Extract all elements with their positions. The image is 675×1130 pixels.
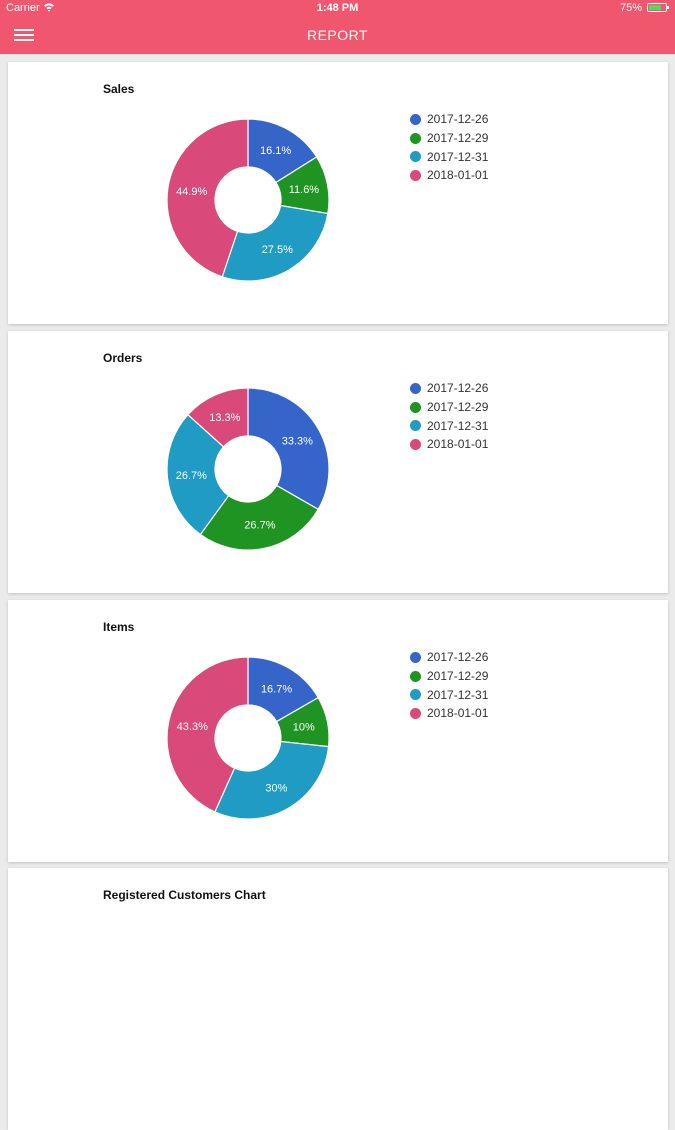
donut-slice-2017-12-31: [214, 740, 330, 820]
legend-swatch: [410, 151, 421, 163]
legend-item: 2017-12-29: [410, 667, 488, 686]
legend-label: 2017-12-31: [427, 418, 489, 433]
legend-swatch: [410, 438, 421, 450]
legend-label: 2017-12-31: [427, 687, 489, 702]
items-chart-card: Items 16.7% 10% 30% 43.3% 2017-12-26 2017-1…: [8, 600, 668, 862]
slice-data-label: 13.3%: [209, 412, 240, 424]
sales-chart-card: Sales 16.1% 11.6% 27.5% 44.9% 2017-12-26 20…: [8, 62, 668, 324]
legend-item: 2017-12-26: [410, 110, 488, 129]
orders-chart-card: Orders 33.3% 26.7% 26.7% 13.3% 2017-12-26 2…: [8, 331, 668, 593]
chart-legend: 2017-12-26 2017-12-29 2017-12-31 2018-01…: [410, 648, 488, 723]
legend-item: 2017-12-26: [410, 648, 488, 667]
battery-icon: [647, 3, 669, 12]
legend-swatch: [410, 651, 421, 663]
slice-data-label: 26.7%: [244, 520, 275, 532]
chart-legend: 2017-12-26 2017-12-29 2017-12-31 2018-01…: [410, 379, 488, 454]
legend-label: 2017-12-29: [427, 669, 489, 684]
legend-swatch: [410, 707, 421, 719]
legend-item: 2017-12-29: [410, 398, 488, 417]
slice-data-label: 43.3%: [177, 721, 208, 733]
legend-item: 2017-12-31: [410, 416, 488, 435]
slice-data-label: 26.7%: [176, 470, 207, 482]
legend-swatch: [410, 401, 421, 413]
legend-label: 2017-12-29: [427, 400, 489, 415]
donut-slice-2017-12-29: [199, 484, 320, 551]
legend-swatch: [410, 670, 421, 682]
slice-data-label: 16.1%: [260, 145, 291, 157]
legend-label: 2017-12-26: [427, 381, 489, 396]
donut-slice-2017-12-26: [247, 387, 330, 511]
legend-swatch: [410, 169, 421, 181]
slice-data-label: 30%: [265, 782, 287, 794]
legend-label: 2018-01-01: [427, 706, 489, 721]
donut-slice-2018-01-01: [187, 387, 249, 448]
chart-title: Registered Customers Chart: [103, 888, 266, 902]
chart-title: Sales: [103, 82, 135, 96]
clock-time: 1:48 PM: [316, 2, 359, 14]
slice-data-label: 33.3%: [282, 435, 313, 447]
chart-title: Items: [103, 620, 135, 634]
page-title: REPORT: [306, 27, 369, 43]
legend-label: 2017-12-26: [427, 112, 489, 127]
legend-item: 2018-01-01: [410, 166, 488, 185]
slice-data-label: 44.9%: [176, 186, 207, 198]
sales-donut-chart: 16.1% 11.6% 27.5% 44.9%: [166, 118, 330, 282]
donut-slice-2018-01-01: [166, 118, 249, 278]
hamburger-menu-icon[interactable]: [14, 27, 34, 43]
legend-label: 2017-12-29: [427, 131, 489, 146]
legend-swatch: [410, 689, 421, 701]
wifi-icon: [43, 1, 55, 16]
app-header: REPORT: [0, 16, 675, 54]
donut-slice-2017-12-31: [166, 413, 230, 536]
legend-swatch: [410, 113, 421, 125]
legend-item: 2017-12-31: [410, 685, 488, 704]
registered-customers-card: Registered Customers Chart: [8, 868, 668, 1130]
carrier-label: Carrier: [6, 2, 40, 14]
status-bar: Carrier 1:48 PM 75%: [0, 0, 675, 16]
legend-item: 2017-12-26: [410, 379, 488, 398]
slice-data-label: 27.5%: [262, 244, 293, 256]
orders-donut-chart: 33.3% 26.7% 26.7% 13.3%: [166, 387, 330, 551]
legend-item: 2018-01-01: [410, 435, 488, 454]
legend-item: 2017-12-31: [410, 147, 488, 166]
legend-label: 2018-01-01: [427, 437, 489, 452]
legend-swatch: [410, 420, 421, 432]
battery-percent: 75%: [619, 2, 642, 14]
legend-swatch: [410, 132, 421, 144]
slice-data-label: 11.6%: [289, 184, 320, 196]
items-donut-chart: 16.7% 10% 30% 43.3%: [166, 656, 330, 820]
legend-swatch: [410, 382, 421, 394]
slice-data-label: 16.7%: [261, 684, 292, 696]
legend-item: 2017-12-29: [410, 129, 488, 148]
chart-legend: 2017-12-26 2017-12-29 2017-12-31 2018-01…: [410, 110, 488, 185]
legend-label: 2018-01-01: [427, 168, 489, 183]
legend-item: 2018-01-01: [410, 704, 488, 723]
donut-slice-2017-12-31: [221, 204, 329, 282]
chart-title: Orders: [103, 351, 143, 365]
donut-slice-2018-01-01: [166, 656, 249, 813]
slice-data-label: 10%: [293, 721, 315, 733]
legend-label: 2017-12-26: [427, 650, 489, 665]
legend-label: 2017-12-31: [427, 149, 489, 164]
